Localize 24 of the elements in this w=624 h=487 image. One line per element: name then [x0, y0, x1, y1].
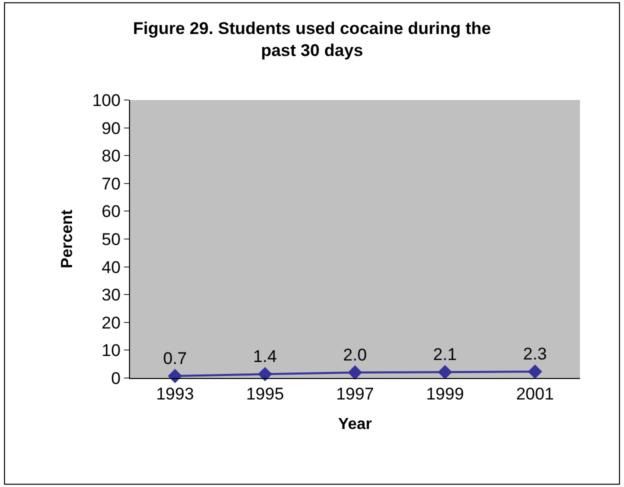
y-tick-label: 0	[111, 368, 121, 388]
x-tick-label: 1995	[246, 384, 284, 404]
data-label: 2.3	[523, 344, 547, 364]
y-tick-label: 100	[92, 90, 121, 110]
y-tick-label: 10	[102, 341, 121, 360]
x-axis-title: Year	[338, 416, 372, 434]
data-label: 2.0	[343, 345, 367, 364]
y-tick-label: 40	[102, 258, 121, 277]
y-axis-title: Percent	[59, 208, 76, 268]
y-tick-label: 50	[102, 230, 121, 249]
x-tick-label: 1993	[156, 384, 194, 404]
y-tick-label: 80	[102, 146, 121, 166]
x-tick-label: 1999	[426, 384, 464, 404]
y-tick-label: 60	[102, 202, 121, 222]
data-label: 1.4	[253, 346, 277, 366]
y-tick-label: 90	[102, 118, 121, 138]
data-label: 0.7	[163, 348, 187, 368]
x-tick-label: 1997	[336, 384, 374, 404]
y-tick-label: 20	[102, 313, 121, 332]
y-tick-label: 70	[102, 174, 121, 194]
x-tick-label: 2001	[516, 384, 554, 404]
data-label: 2.1	[433, 345, 457, 364]
chart-title: Figure 29. Students used cocaine during the past 30 days	[132, 19, 492, 60]
y-tick-label: 30	[102, 286, 121, 305]
